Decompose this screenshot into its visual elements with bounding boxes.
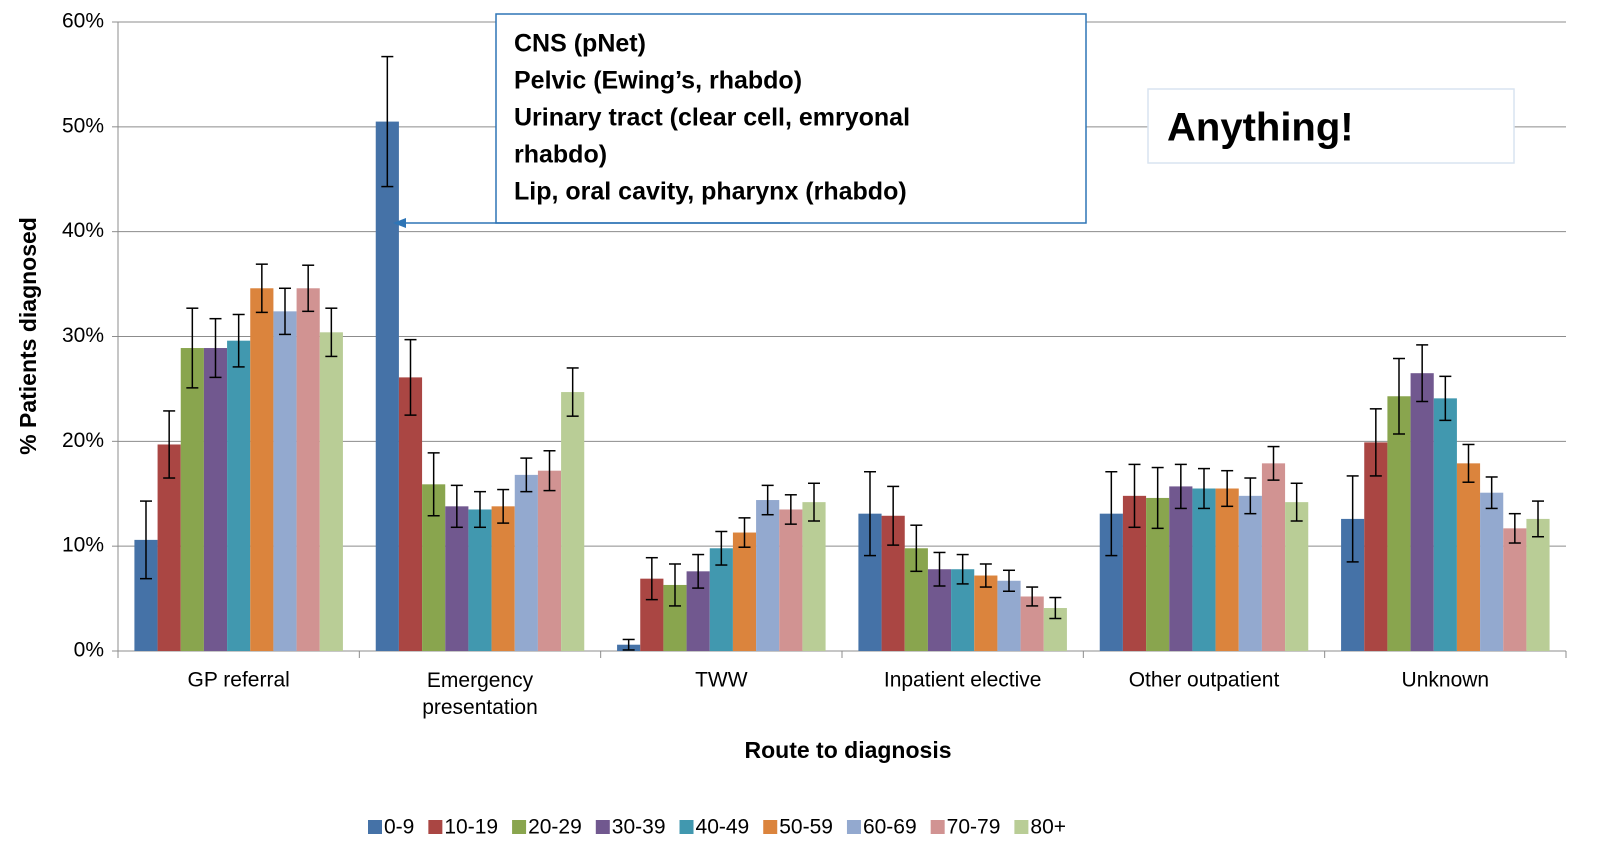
legend-swatch: [368, 820, 382, 834]
x-tick-label: Unknown: [1402, 669, 1490, 692]
legend-label: 10-19: [444, 816, 498, 839]
legend-swatch: [428, 820, 443, 834]
bar: [1433, 398, 1457, 651]
x-tick-label-line: Emergency: [427, 669, 534, 692]
y-tick-label: 10%: [62, 534, 104, 557]
bar: [1238, 495, 1262, 651]
bar: [858, 513, 882, 651]
bar: [1146, 497, 1170, 651]
bar: [445, 506, 469, 651]
bar: [319, 332, 343, 651]
annotation-text: rhabdo): [514, 141, 607, 169]
x-tick-label-line: presentation: [422, 696, 538, 719]
legend-label: 60-69: [863, 816, 917, 839]
legend-label: 0-9: [384, 816, 414, 839]
bar: [709, 548, 733, 651]
bar: [1387, 396, 1411, 651]
bar: [1215, 488, 1239, 651]
bar: [1099, 513, 1123, 651]
legend-label: 80+: [1030, 816, 1066, 839]
bar: [732, 532, 757, 651]
bar: [398, 377, 423, 651]
bar: [997, 580, 1021, 651]
bar: [640, 578, 664, 651]
x-axis-label: Route to diagnosis: [745, 737, 952, 763]
legend-swatch: [512, 820, 527, 834]
bar: [1341, 518, 1365, 651]
x-tick-label: Emergency presentation: [422, 669, 538, 719]
legend-label: 70-79: [947, 816, 1001, 839]
bar: [180, 348, 204, 651]
bar: [1261, 463, 1286, 651]
bar: [375, 121, 399, 651]
legend-swatch: [846, 820, 861, 834]
x-tick-label: Other outpatient: [1129, 669, 1280, 692]
bar: [756, 500, 780, 651]
legend-swatch: [595, 820, 610, 834]
y-tick-label: 50%: [62, 114, 104, 137]
bar: [1364, 442, 1388, 651]
bar: [1169, 486, 1193, 651]
bar: [514, 474, 538, 651]
annotation-text: Lip, oral cavity, pharynx (rhabdo): [514, 178, 907, 206]
annotation-text: Urinary tract (clear cell, emryonal: [514, 104, 910, 132]
bar: [134, 539, 158, 651]
x-tick-label: GP referral: [188, 669, 290, 692]
legend-swatch: [763, 820, 778, 834]
bar: [779, 509, 803, 651]
bar: [686, 571, 710, 651]
x-tick-label: TWW: [695, 669, 748, 692]
bar: [227, 340, 251, 651]
bar: [1285, 502, 1309, 651]
legend-swatch: [679, 820, 694, 834]
bar: [1192, 488, 1216, 651]
bar: [1020, 596, 1044, 651]
annotation-text: Anything!: [1167, 106, 1354, 150]
bar: [904, 548, 928, 651]
bar: [1480, 492, 1504, 651]
bar: [1456, 463, 1481, 651]
bar: [537, 470, 562, 651]
bar: [250, 288, 274, 651]
legend-label: 30-39: [612, 816, 666, 839]
annotation-box: [1147, 88, 1515, 164]
legend-swatch: [930, 820, 945, 834]
annotation-text: CNS (pNet): [514, 30, 646, 58]
bar: [951, 569, 975, 651]
y-tick-label: 20%: [62, 429, 104, 452]
legend-label: 40-49: [696, 816, 750, 839]
legend-label: 50-59: [779, 816, 833, 839]
bar: [561, 392, 585, 651]
bar: [296, 288, 320, 651]
bar: [802, 502, 826, 651]
arrow-head: [393, 218, 406, 228]
bar: [1526, 518, 1550, 651]
legend-swatch: [1014, 820, 1029, 834]
bar: [273, 311, 297, 651]
y-tick-label: 0%: [74, 639, 104, 662]
bar: [974, 575, 998, 651]
annotation-box: [495, 13, 1087, 224]
bar: [422, 484, 446, 651]
bar: [157, 444, 181, 651]
y-axis-label: % Patients diagnosed: [15, 217, 41, 455]
x-tick-label: Inpatient elective: [884, 669, 1042, 692]
bar: [491, 506, 515, 651]
bar: [881, 515, 905, 651]
bar: [663, 584, 687, 651]
y-tick-label: 40%: [62, 219, 104, 242]
bar: [203, 348, 228, 651]
y-tick-label: 60%: [62, 10, 104, 33]
annotation-text: Pelvic (Ewing’s, rhabdo): [514, 67, 802, 95]
legend-label: 20-29: [528, 816, 582, 839]
bar: [468, 509, 492, 651]
bar: [1410, 373, 1434, 651]
bar: [1503, 528, 1527, 651]
bar: [1122, 495, 1147, 651]
y-tick-label: 30%: [62, 324, 104, 347]
bar: [927, 569, 952, 651]
